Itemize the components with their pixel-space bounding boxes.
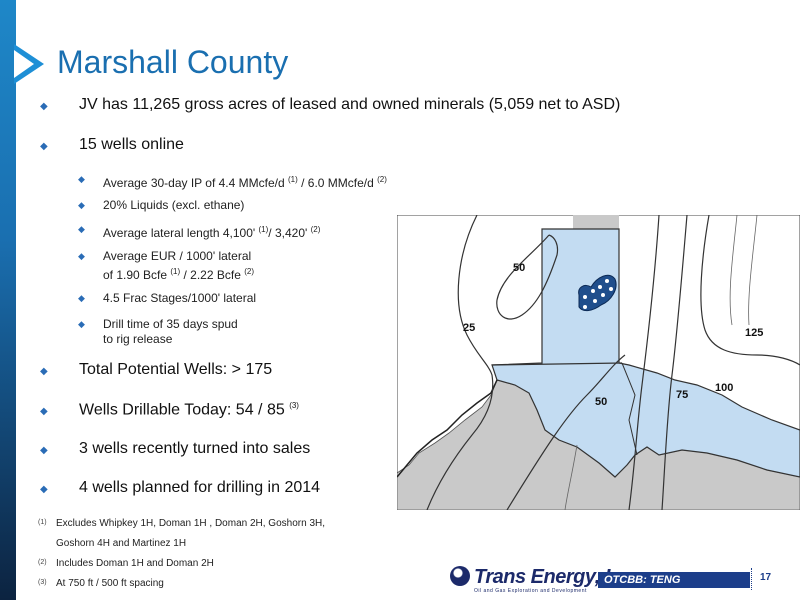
county-boundary	[397, 379, 498, 478]
left-accent-bar	[0, 0, 16, 600]
diamond-bullet-icon: ◆	[78, 251, 85, 261]
ticker-badge: OTCBB: TENG	[598, 572, 750, 588]
bullet-drillable: ◆ Wells Drillable Today: 54 / 85 (3)	[40, 401, 299, 419]
diamond-bullet-icon: ◆	[78, 319, 85, 329]
contour-label-125: 125	[745, 327, 763, 339]
well-icon	[593, 299, 597, 303]
diamond-bullet-icon: ◆	[40, 141, 48, 152]
diamond-bullet-icon: ◆	[78, 224, 85, 234]
bullet-recent-sales: ◆ 3 wells recently turned into sales	[40, 440, 311, 457]
company-logo-text: Trans Energy, Inc.	[474, 566, 638, 588]
title-chevron-inner	[14, 50, 34, 78]
bullet-acres: ◆ JV has 11,265 gross acres of leased and…	[40, 96, 621, 113]
lease-divider-2	[621, 362, 638, 456]
sub-bullet-eur: ◆ Average EUR / 1000' lateral of 1.90 Bcfe…	[78, 249, 254, 282]
diamond-bullet-icon: ◆	[40, 445, 48, 456]
contour-label-75: 75	[676, 389, 688, 401]
contour-125	[700, 215, 800, 366]
well-icon	[598, 285, 602, 289]
well-icon	[591, 289, 595, 293]
page-title: Marshall County	[57, 44, 289, 80]
diamond-bullet-icon: ◆	[40, 406, 48, 418]
bullet-total-wells: ◆ Total Potential Wells: > 175	[40, 361, 273, 378]
company-tagline: Oil and Gas Exploration and Development	[474, 588, 587, 594]
footnote-3: (3) At 750 ft / 500 ft spacing	[38, 578, 164, 589]
contour-label-50-south: 50	[595, 396, 607, 408]
contour-50-south	[506, 354, 626, 510]
contour-75	[628, 215, 660, 510]
bullet-planned-2014: ◆ 4 wells planned for drilling in 2014	[40, 479, 321, 496]
well-pad-cluster	[578, 274, 617, 312]
contour-label-50-north: 50	[513, 262, 525, 274]
contour-25	[426, 215, 494, 510]
well-icon	[605, 279, 609, 283]
page-number: 17	[760, 572, 772, 583]
bullet-wells-online: ◆ 15 wells online	[40, 136, 184, 153]
contour-100	[661, 215, 688, 510]
footer-divider	[751, 568, 752, 590]
footnote-1: (1) Excludes Whipkey 1H, Doman 1H , Doman…	[38, 518, 325, 529]
sub-bullet-lateral: ◆ Average lateral length 4,100' (1)/ 3,42…	[78, 224, 321, 240]
well-icon	[609, 287, 613, 291]
contour-label-25: 25	[463, 322, 475, 334]
sub-bullet-drill: ◆ Drill time of 35 days spud to rig releas…	[78, 317, 238, 346]
county-road-3	[564, 444, 578, 510]
well-icon	[601, 293, 605, 297]
well-icon	[583, 295, 587, 299]
well-icon	[583, 305, 587, 309]
contour-50-north	[496, 234, 559, 320]
company-logo-icon	[450, 566, 470, 586]
footnote-1-cont: Goshorn 4H and Martinez 1H	[56, 538, 187, 549]
diamond-bullet-icon: ◆	[78, 293, 85, 303]
sub-bullet-ip: ◆ Average 30-day IP of 4.4 MMcfe/d (1) / …	[78, 174, 387, 190]
contour-label-100: 100	[715, 382, 733, 394]
sub-bullet-liquids: ◆ 20% Liquids (excl. ethane)	[78, 198, 245, 212]
diamond-bullet-icon: ◆	[78, 174, 85, 184]
diamond-bullet-icon: ◆	[78, 200, 85, 210]
county-map: 50 25 125 50 75 100	[397, 215, 800, 510]
diamond-bullet-icon: ◆	[40, 484, 48, 495]
lease-divider	[491, 362, 623, 366]
sub-bullet-frac: ◆ 4.5 Frac Stages/1000' lateral	[78, 291, 257, 305]
diamond-bullet-icon: ◆	[40, 101, 48, 112]
county-road-2	[748, 215, 758, 326]
county-road	[729, 215, 738, 326]
diamond-bullet-icon: ◆	[40, 366, 48, 377]
footnote-2: (2) Includes Doman 1H and Doman 2H	[38, 558, 214, 569]
